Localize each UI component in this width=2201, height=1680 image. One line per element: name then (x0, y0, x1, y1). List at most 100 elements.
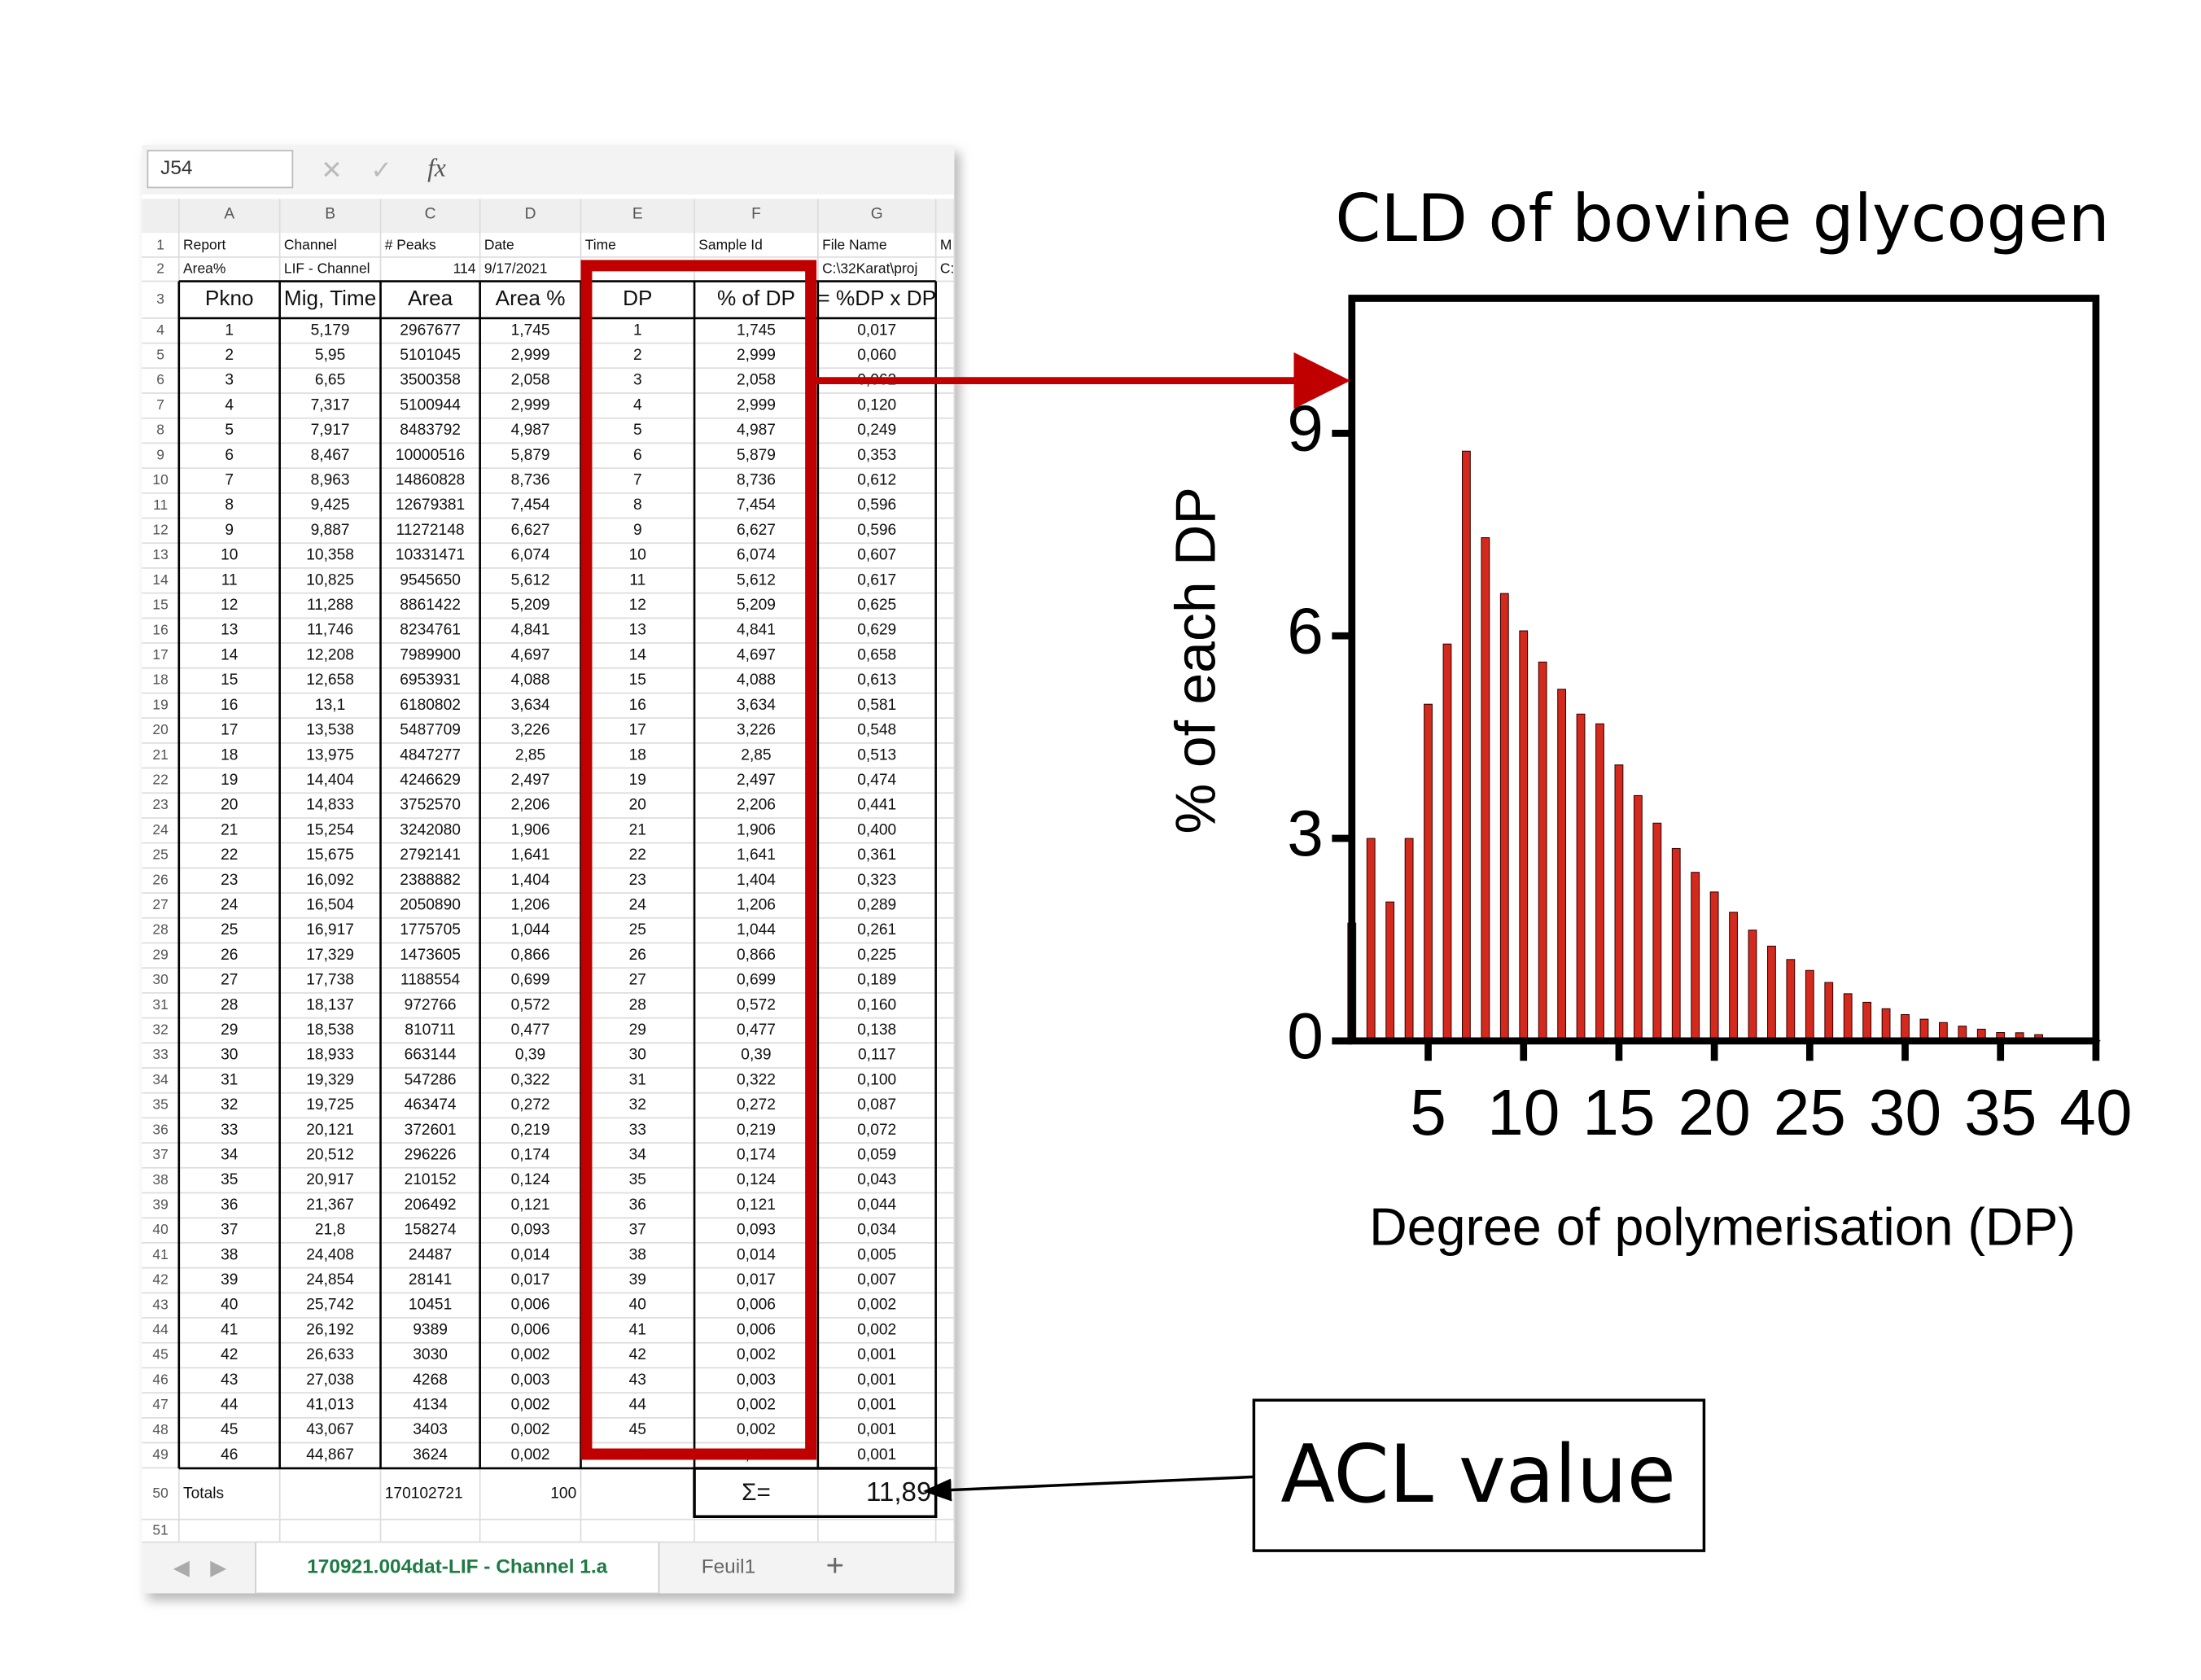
cell: 1,906 (511, 821, 550, 838)
cell: 0,121 (737, 1197, 776, 1214)
cell: 1,206 (511, 896, 550, 913)
fx-icon[interactable]: fx (427, 154, 446, 182)
cell: Mig, Time (284, 286, 376, 310)
cell: 0,699 (511, 972, 550, 989)
cell: 0,124 (511, 1171, 550, 1188)
cell: 4,987 (737, 422, 776, 439)
cell: 18,933 (306, 1047, 354, 1064)
cell: 5,179 (311, 322, 350, 339)
cell: 0,005 (857, 1246, 896, 1263)
cell: 4,697 (511, 646, 550, 663)
cell: 19 (221, 772, 238, 789)
cell: 1,641 (737, 847, 776, 864)
cell: File Name (822, 237, 886, 253)
cell: 0,093 (737, 1222, 776, 1239)
cell: 28 (221, 996, 238, 1013)
cell: 0,001 (857, 1421, 896, 1438)
cell: 0,477 (737, 1022, 776, 1039)
cell: 0,124 (737, 1171, 776, 1188)
bar (1557, 689, 1567, 1042)
active-tab[interactable] (255, 1541, 660, 1595)
row-number: 16 (152, 621, 168, 637)
cell: 33 (629, 1122, 646, 1139)
cell: 22 (221, 847, 238, 864)
cell: 20,512 (306, 1147, 354, 1164)
cell: 2,497 (737, 772, 776, 789)
sheet-tab[interactable]: + (826, 1548, 844, 1583)
row-number: 6 (156, 371, 164, 387)
y-tick-label: 0 (1287, 1000, 1324, 1073)
cell: 1473605 (400, 947, 461, 964)
chart-title: CLD of bovine glycogen (1335, 181, 2109, 256)
cell: 3,226 (737, 722, 776, 739)
row-number: 4 (156, 322, 164, 338)
cell: Area% (183, 260, 225, 276)
cell: 372601 (405, 1122, 457, 1139)
row-number: 33 (152, 1046, 168, 1062)
cell: 15 (221, 672, 238, 689)
cell: 0,100 (857, 1071, 896, 1088)
confirm-icon[interactable]: ✓ (370, 156, 392, 185)
row-number: 43 (152, 1296, 168, 1312)
row-number: 20 (152, 721, 168, 737)
cell: 0,001 (857, 1346, 896, 1363)
cell: 2 (225, 347, 234, 364)
row-number: 37 (152, 1146, 168, 1162)
cell: 19,725 (306, 1096, 354, 1113)
cell: 12679381 (396, 497, 465, 514)
cell: 6 (225, 447, 234, 464)
cell: 40 (221, 1297, 238, 1314)
cell: 3624 (413, 1446, 448, 1463)
tab-next[interactable]: ▶ (210, 1555, 226, 1580)
cell: 6953931 (400, 672, 461, 689)
cell: 34 (629, 1147, 647, 1164)
cell: 10 (221, 547, 238, 564)
row-number: 41 (152, 1246, 168, 1262)
cell: 27 (629, 972, 646, 989)
cell: # Peaks (385, 237, 436, 253)
cell: Area (408, 286, 453, 310)
tab-prev[interactable]: ◀ (173, 1555, 190, 1580)
cell: 1 (225, 322, 234, 339)
cell: 11,288 (307, 597, 353, 614)
cell: 3,226 (511, 722, 550, 739)
cell: 8,736 (511, 472, 550, 489)
cell: 4134 (413, 1397, 448, 1414)
sheet-tab[interactable]: Feuil1 (702, 1556, 755, 1578)
row-number: 25 (152, 847, 168, 863)
cell: 0,272 (511, 1096, 550, 1113)
cell: 33 (221, 1122, 238, 1139)
cell: 29 (221, 1022, 238, 1039)
bar (1671, 847, 1681, 1042)
cell: 23 (221, 872, 238, 889)
cell: 37 (629, 1222, 646, 1239)
cell: 0,272 (737, 1096, 776, 1113)
cell: C: (940, 260, 954, 276)
cell: 0,607 (857, 547, 896, 564)
cell: C:\32Karat\proj (822, 260, 917, 276)
row-number: 30 (152, 971, 168, 987)
cell: 19,329 (306, 1071, 354, 1088)
sheet-tab[interactable]: 170921.004dat-LIF - Channel 1.a (307, 1556, 607, 1578)
cell: 27 (221, 972, 238, 989)
row-number: 18 (152, 672, 168, 688)
cancel-icon[interactable]: ✕ (321, 156, 342, 185)
row-number: 31 (152, 996, 168, 1013)
cell: 11,746 (307, 622, 353, 639)
cell: 463474 (405, 1096, 457, 1113)
cell: 46 (221, 1446, 238, 1463)
cell: 14 (221, 646, 238, 663)
cell: 6,074 (737, 547, 776, 564)
row-number: 49 (152, 1446, 168, 1463)
annotation-box (1252, 1398, 1706, 1552)
cell: 9 (225, 522, 234, 539)
column-letter: D (525, 206, 536, 223)
cell: 36 (629, 1197, 646, 1214)
row-number: 42 (152, 1271, 168, 1288)
cell: 0,625 (857, 597, 896, 614)
name-box[interactable] (147, 150, 294, 189)
bar (1691, 872, 1700, 1042)
cell: 972766 (405, 996, 457, 1013)
row-number: 40 (152, 1221, 168, 1237)
